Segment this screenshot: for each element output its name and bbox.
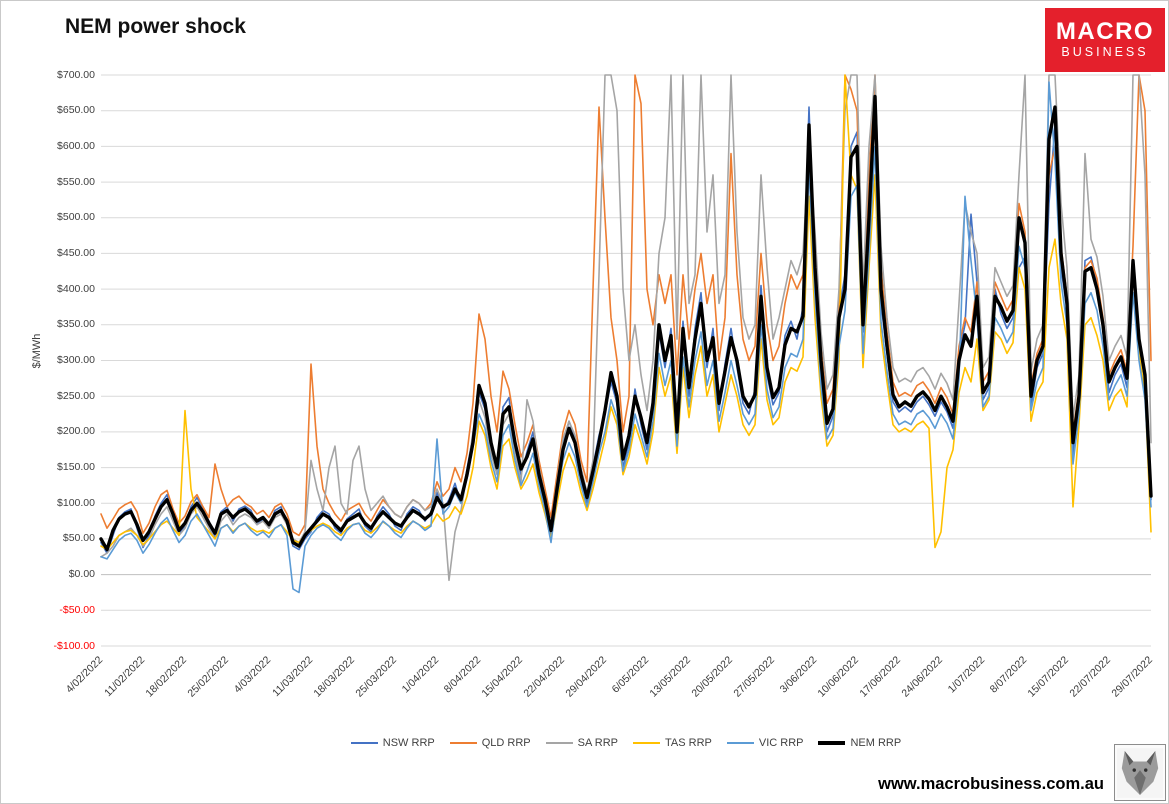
logo-text-business: BUSINESS	[1061, 45, 1149, 60]
legend-line-swatch	[545, 742, 573, 744]
legend-item-qld-rrp: QLD RRP	[449, 737, 531, 749]
legend-line-swatch	[633, 742, 660, 744]
series-line-sa-rrp	[100, 74, 1152, 582]
legend-item-sa-rrp: SA RRP	[545, 737, 618, 749]
legend-line-swatch	[818, 741, 846, 745]
legend-label: VIC RRP	[758, 737, 804, 749]
logo-text-macro: MACRO	[1055, 18, 1155, 46]
website-url: www.macrobusiness.com.au	[878, 775, 1104, 793]
series-line-nsw-rrp	[100, 106, 1152, 555]
legend-label: NEM RRP	[850, 737, 902, 749]
legend-item-vic-rrp: VIC RRP	[726, 737, 804, 749]
wolf-icon	[1117, 747, 1163, 798]
legend-label: QLD RRP	[481, 737, 531, 749]
legend-label: TAS RRP	[665, 737, 712, 749]
series-line-nem-rrp	[99, 94, 1153, 552]
legend-label: NSW RRP	[382, 737, 435, 749]
legend-line-swatch	[726, 742, 754, 744]
legend-item-nem-rrp: NEM RRP	[818, 737, 901, 749]
legend-line-swatch	[449, 742, 477, 744]
legend-label: SA RRP	[577, 737, 618, 749]
chart-title: NEM power shock	[65, 15, 246, 38]
series-line-qld-rrp	[100, 74, 1152, 537]
legend-item-nsw-rrp: NSW RRP	[350, 737, 435, 749]
legend-item-tas-rrp: TAS RRP	[633, 737, 712, 749]
chart-legend: NSW RRP QLD RRP SA RRP TAS RRP VIC RRP NEM RR…	[101, 737, 1151, 749]
macrobusiness-logo: MACRO BUSINESS	[1045, 8, 1165, 72]
legend-line-swatch	[350, 742, 378, 744]
wolf-logo	[1114, 744, 1166, 801]
